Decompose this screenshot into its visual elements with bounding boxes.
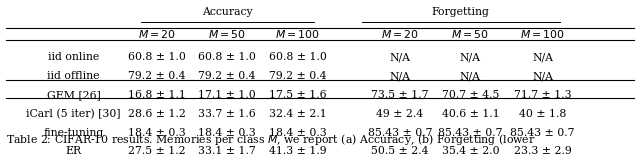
Text: 70.7 ± 4.5: 70.7 ± 4.5 — [442, 90, 499, 100]
Text: 35.4 ± 2.0: 35.4 ± 2.0 — [442, 146, 499, 154]
Text: 16.8 ± 1.1: 16.8 ± 1.1 — [128, 90, 186, 100]
Text: GEM [26]: GEM [26] — [47, 90, 100, 100]
Text: $M = 100$: $M = 100$ — [275, 28, 320, 40]
Text: N/A: N/A — [390, 71, 410, 81]
Text: 28.6 ± 1.2: 28.6 ± 1.2 — [128, 109, 186, 119]
Text: 73.5 ± 1.7: 73.5 ± 1.7 — [371, 90, 429, 100]
Text: 18.4 ± 0.3: 18.4 ± 0.3 — [128, 128, 186, 138]
Text: 33.7 ± 1.6: 33.7 ± 1.6 — [198, 109, 256, 119]
Text: 79.2 ± 0.4: 79.2 ± 0.4 — [128, 71, 186, 81]
Text: Table 2: CIFAR-10 results. Memories per class $M$, we report (a) Accuracy, (b) F: Table 2: CIFAR-10 results. Memories per … — [6, 132, 536, 147]
Text: N/A: N/A — [390, 52, 410, 62]
Text: 60.8 ± 1.0: 60.8 ± 1.0 — [128, 52, 186, 62]
Text: 40.6 ± 1.1: 40.6 ± 1.1 — [442, 109, 499, 119]
Text: N/A: N/A — [460, 52, 481, 62]
Text: 18.4 ± 0.3: 18.4 ± 0.3 — [198, 128, 256, 138]
Text: 60.8 ± 1.0: 60.8 ± 1.0 — [269, 52, 326, 62]
Text: 17.5 ± 1.6: 17.5 ± 1.6 — [269, 90, 326, 100]
Text: $M = 20$: $M = 20$ — [138, 28, 176, 40]
Text: $M = 50$: $M = 50$ — [451, 28, 490, 40]
Text: 18.4 ± 0.3: 18.4 ± 0.3 — [269, 128, 326, 138]
Text: 40 ± 1.8: 40 ± 1.8 — [519, 109, 566, 119]
Text: 85.43 ± 0.7: 85.43 ± 0.7 — [511, 128, 575, 138]
Text: 79.2 ± 0.4: 79.2 ± 0.4 — [198, 71, 256, 81]
Text: $M = 100$: $M = 100$ — [520, 28, 565, 40]
Text: ER: ER — [65, 146, 82, 154]
Text: Forgetting: Forgetting — [432, 7, 490, 17]
Text: 85.43 ± 0.7: 85.43 ± 0.7 — [368, 128, 432, 138]
Text: 85.43 ± 0.7: 85.43 ± 0.7 — [438, 128, 502, 138]
Text: $M = 50$: $M = 50$ — [208, 28, 246, 40]
Text: 49 ± 2.4: 49 ± 2.4 — [376, 109, 424, 119]
Text: Accuracy: Accuracy — [202, 7, 253, 17]
Text: N/A: N/A — [460, 71, 481, 81]
Text: 71.7 ± 1.3: 71.7 ± 1.3 — [514, 90, 572, 100]
Text: 79.2 ± 0.4: 79.2 ± 0.4 — [269, 71, 326, 81]
Text: 50.5 ± 2.4: 50.5 ± 2.4 — [371, 146, 429, 154]
Text: fine-tuning: fine-tuning — [44, 128, 104, 138]
Text: 60.8 ± 1.0: 60.8 ± 1.0 — [198, 52, 256, 62]
Text: 41.3 ± 1.9: 41.3 ± 1.9 — [269, 146, 326, 154]
Text: 27.5 ± 1.2: 27.5 ± 1.2 — [128, 146, 186, 154]
Text: iid offline: iid offline — [47, 71, 100, 81]
Text: 32.4 ± 2.1: 32.4 ± 2.1 — [269, 109, 326, 119]
Text: 33.1 ± 1.7: 33.1 ± 1.7 — [198, 146, 256, 154]
Text: N/A: N/A — [532, 52, 553, 62]
Text: N/A: N/A — [532, 71, 553, 81]
Text: iCarl (5 iter) [30]: iCarl (5 iter) [30] — [26, 109, 121, 119]
Text: 17.1 ± 1.0: 17.1 ± 1.0 — [198, 90, 256, 100]
Text: $M = 20$: $M = 20$ — [381, 28, 419, 40]
Text: iid online: iid online — [48, 52, 99, 62]
Text: 23.3 ± 2.9: 23.3 ± 2.9 — [514, 146, 572, 154]
